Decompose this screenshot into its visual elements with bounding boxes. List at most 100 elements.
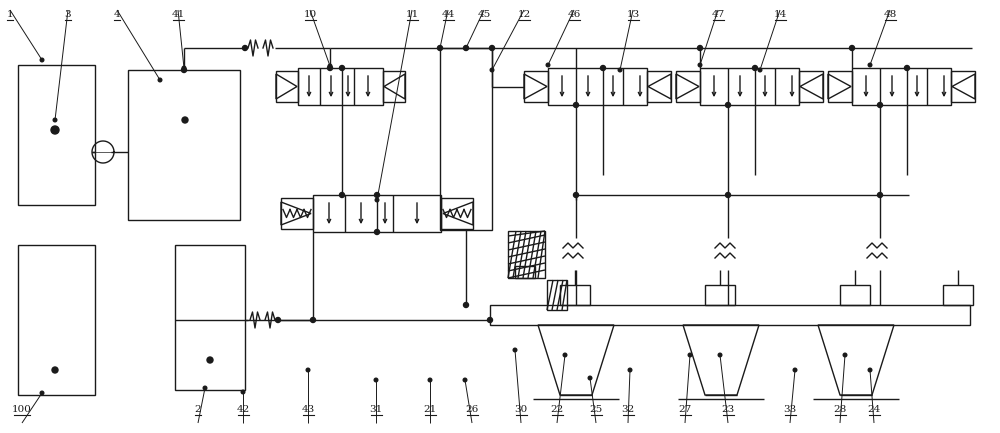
Circle shape — [182, 117, 188, 123]
Circle shape — [158, 78, 162, 82]
Circle shape — [618, 68, 622, 72]
Text: 44: 44 — [441, 10, 455, 19]
Circle shape — [463, 378, 467, 382]
Bar — [560, 285, 590, 305]
Bar — [828, 71, 852, 102]
Circle shape — [207, 357, 213, 363]
Circle shape — [340, 193, 344, 197]
Text: 41: 41 — [171, 10, 185, 19]
Bar — [705, 285, 735, 305]
Text: 11: 11 — [405, 10, 419, 19]
Text: 47: 47 — [711, 10, 725, 19]
Bar — [852, 68, 951, 105]
Circle shape — [242, 45, 248, 51]
Bar — [490, 305, 970, 325]
Circle shape — [588, 376, 592, 380]
Circle shape — [375, 198, 379, 202]
Text: 100: 100 — [12, 404, 32, 414]
Bar — [676, 71, 700, 102]
Circle shape — [328, 64, 332, 68]
Text: 42: 42 — [236, 404, 250, 414]
Circle shape — [52, 367, 58, 373]
Circle shape — [490, 45, 494, 51]
Bar — [647, 71, 671, 102]
Bar — [799, 71, 823, 102]
Circle shape — [758, 68, 762, 72]
Bar — [508, 231, 545, 278]
Circle shape — [374, 378, 378, 382]
Circle shape — [464, 46, 468, 50]
Circle shape — [563, 353, 567, 357]
Circle shape — [698, 45, 702, 51]
Text: 10: 10 — [303, 10, 317, 19]
Text: 25: 25 — [589, 404, 603, 414]
Text: 13: 13 — [626, 10, 640, 19]
Circle shape — [53, 118, 57, 122]
Text: 31: 31 — [369, 404, 383, 414]
Bar — [547, 280, 567, 310]
Text: 46: 46 — [567, 10, 581, 19]
Circle shape — [904, 65, 910, 71]
Bar — [18, 245, 95, 395]
Circle shape — [878, 103, 883, 107]
Text: 43: 43 — [301, 404, 315, 414]
Bar — [175, 245, 245, 390]
Text: 28: 28 — [833, 404, 847, 414]
Circle shape — [628, 368, 632, 372]
Bar — [440, 48, 492, 230]
Circle shape — [438, 46, 442, 50]
Circle shape — [574, 103, 578, 107]
Text: 21: 21 — [423, 404, 437, 414]
Text: 30: 30 — [514, 404, 528, 414]
Bar — [128, 70, 240, 220]
Text: 22: 22 — [550, 404, 564, 414]
Circle shape — [340, 65, 344, 71]
Text: 2: 2 — [195, 404, 201, 414]
Bar — [276, 71, 298, 102]
Circle shape — [546, 63, 550, 67]
Circle shape — [753, 65, 758, 71]
Bar — [18, 65, 95, 205]
Circle shape — [40, 58, 44, 62]
Text: 24: 24 — [867, 404, 881, 414]
Circle shape — [843, 353, 847, 357]
Circle shape — [276, 317, 280, 323]
Bar — [840, 285, 870, 305]
Circle shape — [306, 368, 310, 372]
Circle shape — [698, 63, 702, 67]
Circle shape — [868, 63, 872, 67]
Text: 23: 23 — [721, 404, 735, 414]
Circle shape — [793, 368, 797, 372]
Circle shape — [182, 68, 186, 72]
Circle shape — [600, 65, 606, 71]
Text: 4: 4 — [114, 10, 120, 19]
Circle shape — [182, 66, 186, 70]
Bar — [951, 71, 975, 102]
Circle shape — [574, 193, 578, 197]
Circle shape — [726, 193, 730, 197]
Text: 48: 48 — [883, 10, 897, 19]
Circle shape — [328, 65, 332, 71]
Circle shape — [688, 353, 692, 357]
Circle shape — [464, 303, 468, 307]
Circle shape — [40, 391, 44, 395]
Circle shape — [850, 45, 854, 51]
Circle shape — [878, 193, 883, 197]
Text: 12: 12 — [517, 10, 531, 19]
Text: 45: 45 — [477, 10, 491, 19]
Circle shape — [310, 317, 316, 323]
Text: 33: 33 — [783, 404, 797, 414]
Circle shape — [203, 386, 207, 390]
Bar — [943, 285, 973, 305]
Bar — [441, 198, 473, 229]
Circle shape — [726, 103, 730, 107]
Circle shape — [488, 317, 492, 323]
Circle shape — [374, 229, 380, 235]
Text: 32: 32 — [621, 404, 635, 414]
Circle shape — [490, 68, 494, 72]
Circle shape — [51, 126, 59, 134]
Bar — [548, 68, 647, 105]
Bar — [383, 71, 405, 102]
Text: 26: 26 — [465, 404, 479, 414]
Circle shape — [438, 45, 442, 51]
